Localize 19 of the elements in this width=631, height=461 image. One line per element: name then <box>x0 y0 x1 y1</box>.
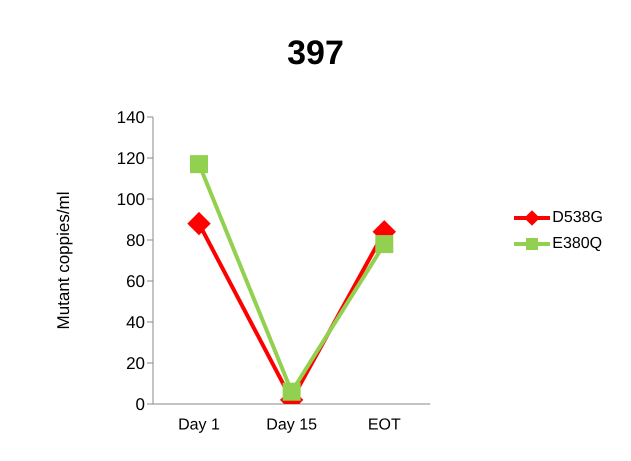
point <box>375 235 394 254</box>
point <box>190 155 208 174</box>
y-axis-title: Mutant coppies/ml <box>54 192 74 330</box>
y-tick-label: 60 <box>126 272 145 292</box>
x-tick-label: Day 1 <box>178 416 220 434</box>
legend-label: D538G <box>552 208 603 226</box>
legend-label: E380Q <box>552 234 602 252</box>
x-tick-label: EOT <box>368 416 401 434</box>
y-tick-label: 100 <box>116 190 145 210</box>
chart-title: 397 <box>286 34 345 73</box>
point <box>282 382 301 401</box>
y-tick-label: 140 <box>116 108 145 128</box>
y-tick-label: 20 <box>126 354 145 374</box>
y-tick-label: 40 <box>126 313 145 332</box>
x-tick-label: Day 15 <box>266 416 318 434</box>
point <box>187 212 211 236</box>
y-tick-label: 120 <box>116 149 145 168</box>
y-tick-label: 80 <box>126 231 145 250</box>
y-tick-label: 0 <box>136 395 145 414</box>
